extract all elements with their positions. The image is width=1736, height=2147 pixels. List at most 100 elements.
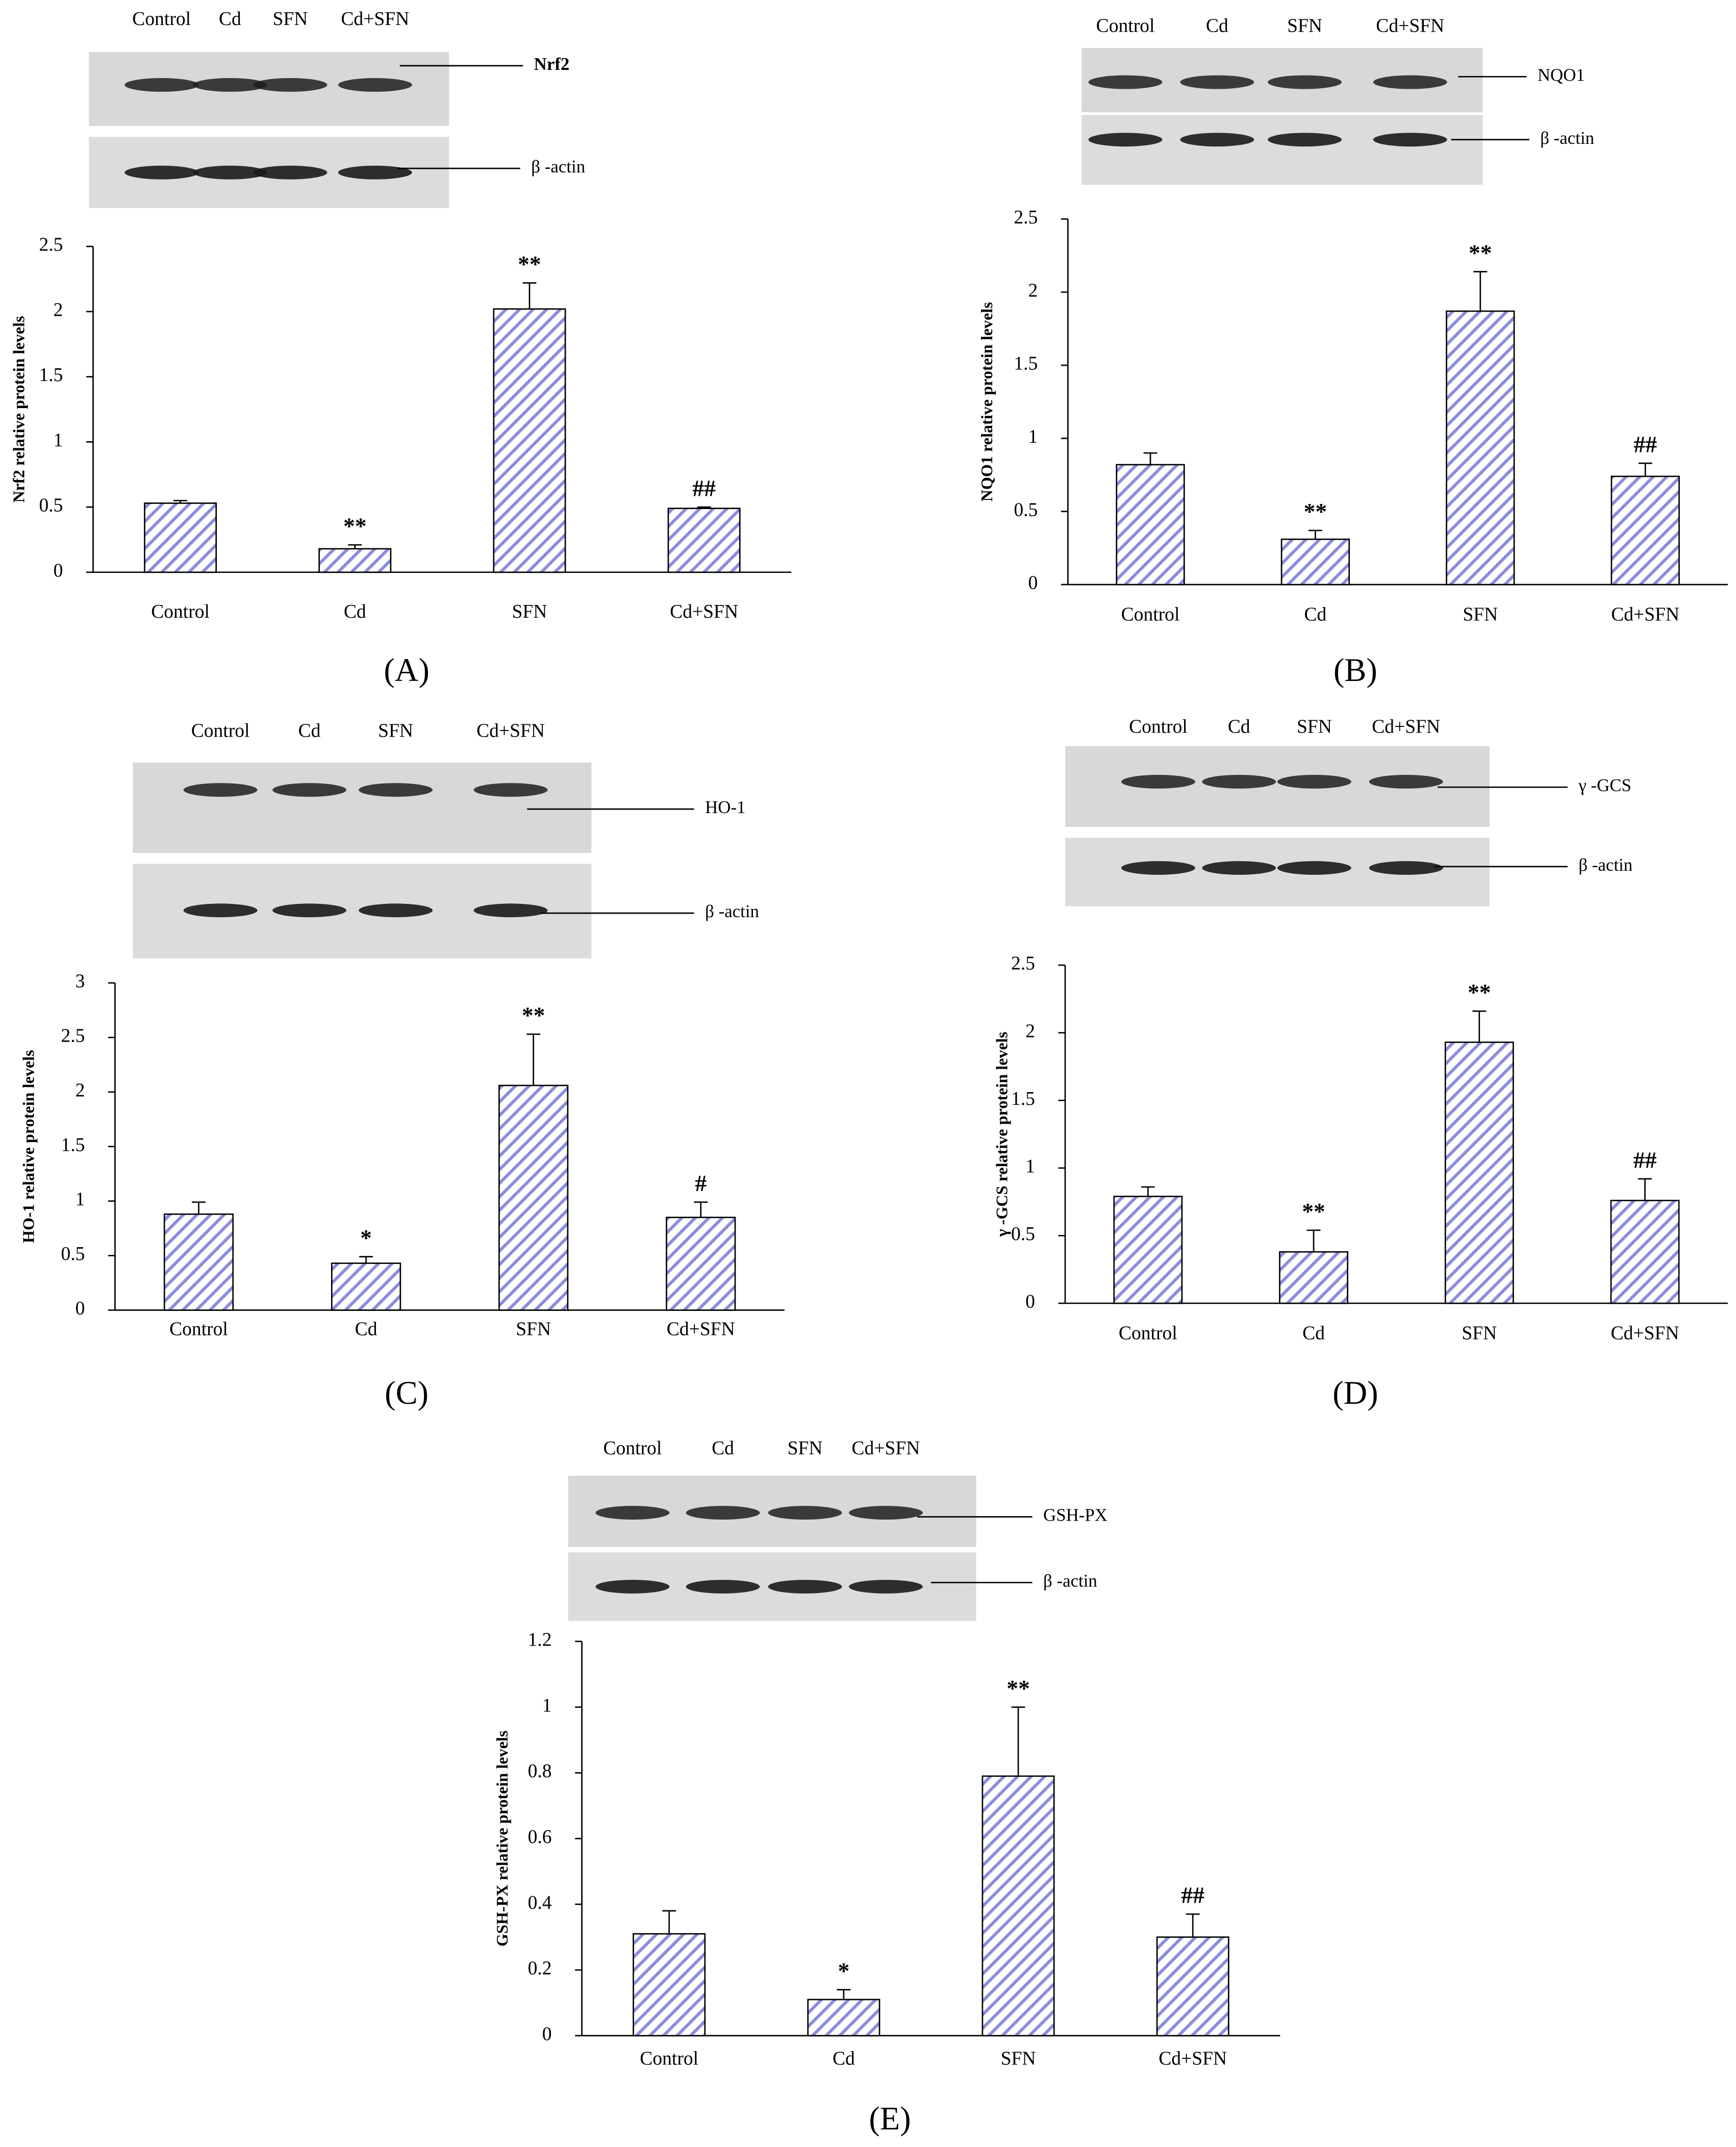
y-tick-label: 2 [54,299,63,320]
y-tick-label: 2 [1025,1021,1035,1042]
y-tick-label: 1 [542,1695,552,1716]
lane-label: Cd [298,720,321,741]
panel-label: (D) [1332,1375,1378,1411]
bar [331,1262,401,1311]
x-tick-label: Cd+SFN [667,1319,735,1340]
band-label: β -actin [705,901,759,921]
y-tick-label: 0.5 [1014,499,1038,520]
x-tick-label: Cd [355,1319,378,1340]
panel-label: (B) [1334,652,1377,688]
x-tick-label: Cd [833,2049,855,2069]
y-axis-label: GSH-PX relative protein levels [493,1731,511,1947]
y-axis-label: Nrf2 relative protein levels [10,316,28,502]
x-tick-label: Cd [1304,604,1326,625]
lane-label: Control [1096,15,1155,36]
y-tick-label: 0 [54,560,63,581]
y-tick-label: 0 [542,2024,552,2044]
y-tick-label: 1 [76,1189,85,1210]
lane-label: Cd+SFN [476,720,545,741]
y-tick-label: 1 [1028,426,1038,447]
y-tick-label: 0.5 [61,1244,85,1265]
bar [667,508,741,573]
y-tick-label: 2.5 [1014,207,1038,228]
band-label: γ -GCS [1578,775,1631,795]
blot-band [1369,861,1443,875]
blot-band [595,1580,670,1594]
y-tick-label: 0 [1028,573,1038,594]
bar [318,548,392,573]
lane-label: Control [132,9,191,30]
y-tick-label: 2.5 [61,1025,85,1046]
x-tick-label: Cd+SFN [1611,604,1679,625]
band-label: β -actin [1578,855,1632,875]
lane-label: Cd+SFN [1372,716,1440,737]
y-tick-label: 2.5 [39,235,63,256]
y-tick-label: 2.5 [1011,953,1035,974]
significance-mark: ** [1007,1675,1030,1701]
blot-band [1180,75,1254,89]
x-tick-label: Cd+SFN [1611,1323,1679,1344]
significance-mark: ## [1633,431,1657,457]
x-tick-label: Control [1119,1323,1177,1344]
band-label: HO-1 [705,797,745,817]
significance-mark: ** [1469,240,1492,266]
blot-band [1121,861,1195,875]
significance-mark: ** [518,251,541,277]
y-tick-label: 0.8 [528,1761,552,1782]
blot-band [183,783,258,797]
lane-label: Control [191,720,250,741]
significance-mark: ** [343,513,367,539]
significance-mark: ## [1181,1882,1204,1908]
lane-label: Cd+SFN [1376,15,1444,36]
y-tick-label: 3 [76,971,85,992]
bar [498,1084,569,1311]
y-tick-label: 0.4 [528,1892,552,1913]
blot-band [473,783,548,797]
x-tick-label: SFN [1462,1323,1497,1344]
significance-mark: ** [1304,498,1327,524]
blot-band [1121,775,1195,789]
blot [133,762,592,853]
blot-band [768,1580,842,1594]
blot [1081,115,1483,185]
blot-band [1268,75,1342,89]
lane-label: Cd [712,1438,734,1459]
lane-label: SFN [1287,15,1322,36]
bar [1446,310,1515,586]
blot-band [253,78,328,92]
blot-band [1268,133,1342,147]
significance-mark: ** [1468,979,1491,1005]
bar [1113,1196,1183,1304]
blot-band [768,1506,842,1520]
bar [633,1933,706,2037]
x-tick-label: Cd+SFN [670,601,738,622]
y-tick-label: 1.5 [61,1134,85,1155]
blot-band [848,1580,923,1594]
blot-band [359,783,433,797]
y-tick-label: 0 [76,1298,85,1319]
blot-band [1180,133,1254,147]
x-tick-label: Control [151,601,210,622]
bar [1444,1041,1514,1304]
blot-band [124,78,199,92]
y-tick-label: 0.5 [39,495,63,516]
y-tick-label: 1 [54,430,63,451]
x-tick-label: Cd [1302,1323,1325,1344]
bar [493,308,566,573]
blot-band [473,903,548,918]
blot-band [1088,133,1163,147]
lane-label: SFN [378,720,413,741]
bar [1279,1251,1348,1304]
y-axis-label: γ -GCS relative protein levels [993,1032,1011,1237]
bar [1156,1936,1229,2037]
lane-label: Control [1129,716,1188,737]
band-label: Nrf2 [534,54,570,74]
blot-band [193,165,267,180]
bar [982,1775,1055,2037]
y-tick-label: 1.5 [1014,353,1038,374]
significance-mark: ** [1302,1198,1325,1224]
significance-mark: # [695,1170,707,1196]
blot-band [1369,775,1443,789]
x-tick-label: Cd [344,601,366,622]
